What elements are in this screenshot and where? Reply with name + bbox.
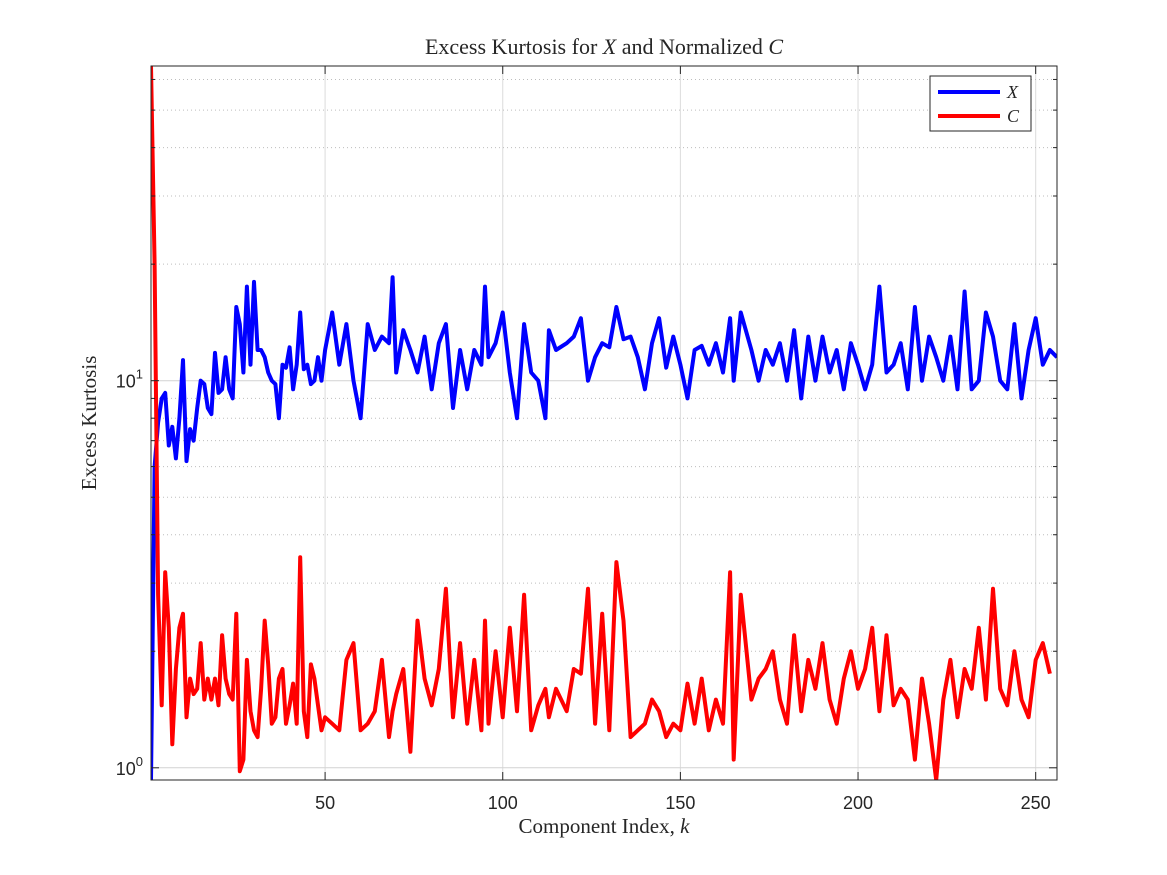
plot-area [151,66,1057,780]
title-part: and Normalized [616,34,768,59]
axes-box [150,65,1058,781]
x-tick-label: 100 [488,793,518,813]
title-part: X [602,34,618,59]
legend-box [929,75,1032,132]
y-tick-exponent: 1 [136,367,143,382]
x-axis-label: Component Index, k [519,814,691,838]
title-part: C [768,34,783,59]
x-tick-label: 250 [1021,793,1051,813]
title-part: Excess Kurtosis for [425,34,603,59]
xlabel-part: k [680,814,690,838]
xlabel-part: Component Index, [519,814,681,838]
y-tick-base: 10 [116,759,136,779]
grid-lines [151,66,1057,780]
x-tick-label: 50 [315,793,335,813]
legend: XC [929,75,1032,132]
y-tick-label: 101 [116,367,143,392]
chart-title: Excess Kurtosis for X and Normalized C [425,34,783,59]
series-line-c [151,66,1052,780]
y-tick-exponent: 0 [136,754,143,769]
legend-label-c: C [1007,106,1020,126]
x-tick-label: 200 [843,793,873,813]
y-tick-label: 100 [116,754,143,779]
series-line-x [151,275,1057,780]
y-axis-label: Excess Kurtosis [77,356,101,491]
axis-ticks [151,66,1057,780]
y-tick-base: 10 [116,372,136,392]
x-tick-label: 150 [665,793,695,813]
legend-label-x: X [1006,82,1019,102]
